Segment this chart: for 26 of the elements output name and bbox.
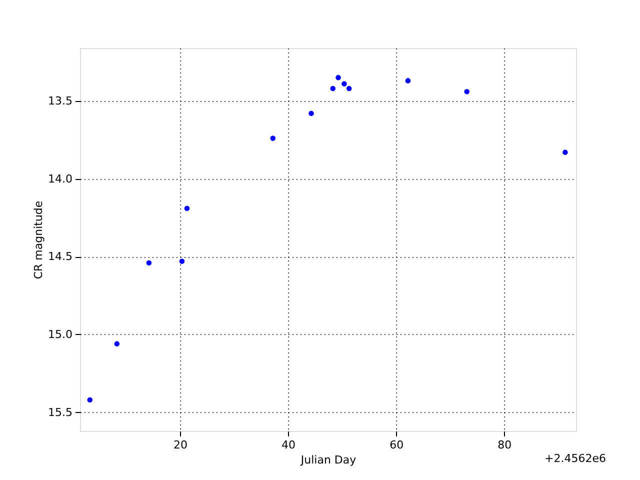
- x-axis-title: Julian Day: [300, 454, 357, 466]
- point: [562, 150, 568, 155]
- x-tick-label: 80: [498, 438, 512, 452]
- y-tick-label: 14.0: [48, 172, 72, 186]
- y-tick-label: 14.5: [48, 250, 72, 264]
- point: [146, 260, 152, 266]
- point: [405, 78, 411, 84]
- x-tick-label: 60: [390, 438, 404, 452]
- point: [270, 136, 276, 141]
- y-tick-label: 13.5: [48, 94, 72, 108]
- point: [342, 81, 347, 86]
- y-tick-label: 15.5: [48, 406, 72, 419]
- point: [179, 258, 185, 264]
- x-tick-label: 40: [282, 438, 296, 452]
- y-tick-label: 15.0: [48, 328, 72, 341]
- point: [336, 74, 341, 80]
- x-tick-label: 20: [173, 438, 188, 452]
- point: [330, 86, 336, 92]
- point: [308, 110, 314, 116]
- point: [87, 397, 93, 403]
- point: [464, 88, 470, 94]
- point: [346, 86, 352, 92]
- y-axis-title: CR magnitude: [32, 200, 46, 280]
- point: [184, 206, 190, 212]
- point: [114, 341, 120, 346]
- text: +2.4562e6: [544, 452, 606, 465]
